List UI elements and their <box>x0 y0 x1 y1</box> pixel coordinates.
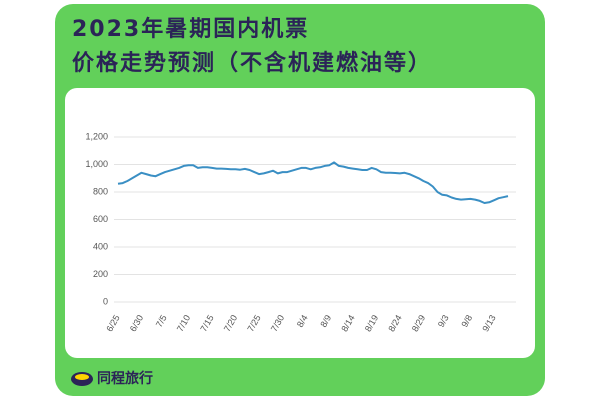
title-line-1: 2023年暑期国内机票 <box>72 16 309 42</box>
y-tick-label: 400 <box>93 241 108 251</box>
y-tick-label: 600 <box>93 214 108 224</box>
y-tick-label: 1,000 <box>85 159 108 169</box>
chart-panel <box>65 88 535 358</box>
title-line-2: 价格走势预测（不含机建燃油等） <box>72 50 432 76</box>
brand-name: 同程旅行 <box>97 370 153 387</box>
y-tick-label: 1,200 <box>85 131 108 141</box>
brand-logo: 同程旅行 <box>71 370 153 387</box>
y-tick-label: 800 <box>93 186 108 196</box>
price-line <box>117 161 509 204</box>
y-tick-label: 0 <box>103 296 108 306</box>
y-tick-label: 200 <box>93 269 108 279</box>
